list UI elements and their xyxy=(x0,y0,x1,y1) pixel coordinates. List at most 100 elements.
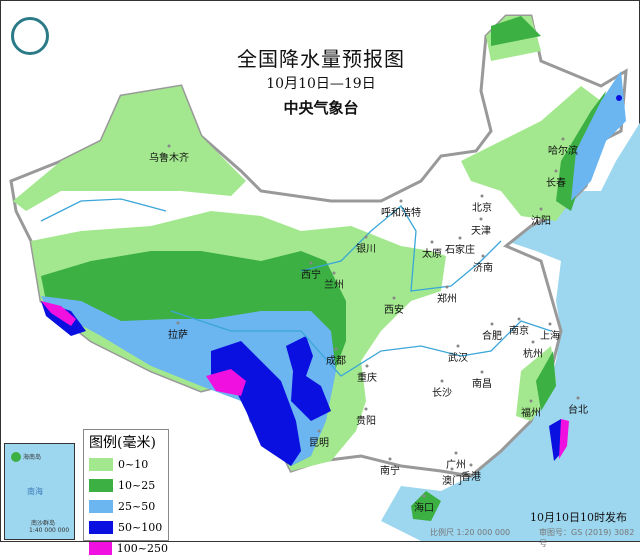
city-marker xyxy=(576,396,580,400)
city-marker xyxy=(399,199,403,203)
city-label: 石家庄 xyxy=(445,245,475,256)
city-label: 昆明 xyxy=(309,438,329,449)
south-china-sea-inset: 南海 海南岛 南沙群岛 1:40 000 000 xyxy=(4,443,75,540)
legend-swatch xyxy=(89,500,113,513)
city-marker xyxy=(309,261,313,265)
city-label: 成都 xyxy=(326,356,346,367)
city-marker xyxy=(392,296,396,300)
city-label: 拉萨 xyxy=(168,330,188,341)
review-number: 审图号：GS (2019) 3082号 xyxy=(539,528,635,548)
city-label: 太原 xyxy=(422,249,442,260)
city-label: 南宁 xyxy=(380,466,400,477)
city-label: 杭州 xyxy=(523,349,543,360)
city-label: 合肥 xyxy=(482,331,502,342)
date-range: 10月10日—19日 xyxy=(266,76,376,92)
city-label: 哈尔滨 xyxy=(548,146,578,157)
city-label: 台北 xyxy=(568,405,588,416)
city-marker xyxy=(332,271,336,275)
cma-logo xyxy=(11,17,49,55)
city-marker xyxy=(456,344,460,348)
city-marker xyxy=(469,463,473,467)
city-label: 海口 xyxy=(414,503,434,514)
city-label: 北京 xyxy=(472,203,492,214)
city-marker xyxy=(317,429,321,433)
legend-label: 100~250 xyxy=(116,542,168,555)
city-label: 贵阳 xyxy=(356,416,376,427)
city-label: 呼和浩特 xyxy=(381,208,421,219)
yangtze-river xyxy=(170,310,552,377)
city-label: 重庆 xyxy=(357,373,377,384)
issuer: 中央气象台 xyxy=(283,99,359,117)
rain-zone-10-25 xyxy=(491,16,541,46)
legend-item: 50~100 xyxy=(89,517,168,538)
city-label: 上海 xyxy=(540,331,560,342)
rain-zone-100-250 xyxy=(41,301,76,326)
city-marker xyxy=(480,370,484,374)
city-label: 南京 xyxy=(509,326,529,337)
city-marker xyxy=(422,494,426,498)
rain-zone-0-10 xyxy=(13,86,246,211)
city-marker xyxy=(517,317,521,321)
city-marker xyxy=(531,340,535,344)
legend-label: 50~100 xyxy=(118,521,163,534)
legend-title: 图例(毫米) xyxy=(89,435,156,451)
legend-swatch xyxy=(89,542,112,555)
city-marker xyxy=(334,347,338,351)
city-label: 沈阳 xyxy=(531,216,551,227)
legend: 图例(毫米) 0~10 10~25 25~50 50~100 100~250 xyxy=(83,429,169,555)
city-marker xyxy=(529,399,533,403)
city-label: 济南 xyxy=(473,263,493,274)
city-marker xyxy=(561,137,565,141)
rain-zone-100-250 xyxy=(559,419,569,459)
scale-note: 比例尺 1:20 000 000 xyxy=(430,528,511,537)
map-canvas xyxy=(9,14,640,541)
rain-zone-50-100 xyxy=(286,336,331,421)
rain-zone-50-100 xyxy=(616,95,622,101)
city-marker xyxy=(365,364,369,368)
city-marker xyxy=(454,451,458,455)
city-marker xyxy=(445,285,449,289)
city-label: 福州 xyxy=(521,408,541,419)
city-label: 澳门 xyxy=(442,476,462,487)
city-label: 天津 xyxy=(471,226,491,237)
city-label: 银川 xyxy=(356,244,376,255)
city-label: 郑州 xyxy=(437,294,457,305)
city-marker xyxy=(388,457,392,461)
legend-label: 0~10 xyxy=(118,458,149,471)
legend-item: 25~50 xyxy=(89,496,168,517)
legend-label: 10~25 xyxy=(118,479,156,492)
inset-scale: 1:40 000 000 xyxy=(29,527,70,534)
city-marker xyxy=(539,207,543,211)
inset-hainan-label: 海南岛 xyxy=(23,454,42,461)
inset-hainan xyxy=(11,452,21,462)
city-marker xyxy=(440,379,444,383)
legend-item: 0~10 xyxy=(89,454,168,475)
rain-zone-10-25 xyxy=(536,351,556,411)
yellow-river xyxy=(300,205,502,292)
city-marker xyxy=(450,467,454,471)
inset-sea-label: 南海 xyxy=(27,487,43,496)
city-marker xyxy=(480,194,484,198)
city-marker xyxy=(490,322,494,326)
legend-label: 25~50 xyxy=(118,500,156,513)
city-marker xyxy=(458,236,462,240)
city-marker xyxy=(481,254,485,258)
tarim-river xyxy=(40,198,167,222)
city-label: 武汉 xyxy=(448,353,468,364)
city-label: 西宁 xyxy=(301,270,321,281)
inset-islands-label: 南沙群岛 xyxy=(31,520,56,527)
city-marker xyxy=(364,235,368,239)
city-marker xyxy=(548,322,552,326)
city-marker xyxy=(554,169,558,173)
city-label: 香港 xyxy=(461,472,481,483)
city-label: 南昌 xyxy=(472,379,492,390)
legend-item: 10~25 xyxy=(89,475,168,496)
city-label: 长沙 xyxy=(432,388,452,399)
city-marker xyxy=(430,240,434,244)
publish-time: 10月10日10时发布 xyxy=(530,511,627,524)
city-marker xyxy=(479,217,483,221)
city-label: 兰州 xyxy=(324,280,344,291)
legend-swatch xyxy=(89,458,113,471)
legend-swatch xyxy=(89,521,113,534)
